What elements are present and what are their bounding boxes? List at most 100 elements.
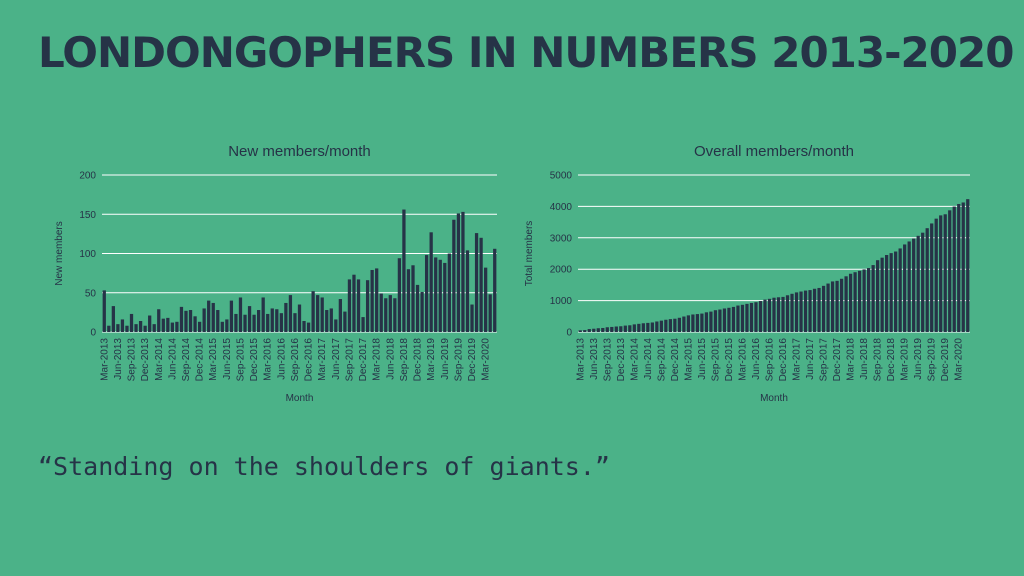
x-tick-label: Sep-2014 [656, 338, 667, 382]
bar [257, 310, 261, 332]
bar [420, 291, 424, 332]
x-tick-label: Mar-2019 [900, 338, 911, 381]
bar [866, 268, 871, 332]
bar [740, 304, 745, 332]
bar [234, 313, 238, 332]
x-tick-label: Mar-2016 [737, 338, 748, 381]
bar [134, 324, 138, 332]
bar [785, 295, 790, 332]
x-tick-label: Dec-2019 [467, 338, 478, 382]
bar [650, 322, 654, 332]
bar [179, 306, 184, 332]
bar [456, 213, 461, 332]
bar [338, 299, 342, 332]
bar [116, 324, 120, 332]
bar [211, 302, 215, 332]
bar [279, 313, 283, 332]
bar [691, 314, 695, 332]
bar [347, 279, 352, 332]
bar [434, 257, 438, 332]
bar [812, 288, 817, 332]
bar [261, 297, 265, 332]
x-tick-label: Dec-2019 [940, 338, 951, 382]
bar [592, 328, 596, 332]
x-tick-label: Mar-2018 [846, 338, 857, 381]
bar [197, 321, 202, 332]
bar [225, 319, 229, 332]
bar [772, 297, 776, 332]
bar [776, 297, 781, 332]
bar [700, 313, 704, 332]
x-tick-label: Dec-2016 [778, 338, 789, 382]
bar [493, 248, 497, 332]
bar [745, 303, 749, 332]
bar [138, 321, 143, 332]
bar [188, 310, 193, 332]
bar [193, 316, 197, 332]
bar [916, 235, 920, 332]
slide-title: LondonGophers in numbers 2013-2020 [38, 28, 1014, 77]
x-tick-label: Sep-2018 [399, 338, 410, 382]
overall-members-chart: Overall members/month 0 1000 2000 3000 4000 50… [520, 135, 980, 410]
bar [107, 325, 111, 332]
y-tick-label: 0 [90, 328, 96, 339]
bar [821, 285, 826, 332]
bar [921, 232, 925, 332]
bar [957, 203, 961, 332]
x-tick-label: Sep-2017 [819, 338, 830, 382]
bar [619, 326, 623, 332]
bar [848, 273, 853, 332]
bar [632, 324, 636, 332]
bar [952, 206, 956, 332]
bar [452, 219, 456, 332]
x-tick-label: Jun-2018 [385, 338, 396, 380]
overall-members-chart-svg: Overall members/month 0 1000 2000 3000 4000 50… [524, 143, 970, 404]
bar [266, 313, 270, 332]
x-tick-label: Dec-2017 [832, 338, 843, 382]
x-axis-label: Month [286, 393, 314, 404]
x-tick-label: Jun-2013 [113, 338, 124, 380]
bar [247, 306, 252, 332]
bar [461, 211, 465, 332]
bar [170, 322, 175, 332]
bar [961, 202, 965, 332]
x-tick-label: Jun-2016 [276, 338, 287, 380]
x-tick-label: Dec-2016 [304, 338, 315, 382]
y-tick-label: 5000 [550, 171, 573, 182]
chart-title: Overall members/month [694, 143, 854, 160]
x-axis-label: Month [760, 393, 788, 404]
bar [157, 309, 161, 332]
bar [443, 262, 447, 332]
y-tick-label: 1000 [550, 296, 573, 307]
bar [424, 255, 429, 332]
bar [352, 274, 356, 332]
bar [484, 267, 488, 332]
bar [790, 293, 794, 332]
x-tick-label: Sep-2017 [344, 338, 355, 382]
x-tick-label: Mar-2020 [481, 338, 492, 381]
bar [682, 316, 686, 332]
x-tick-label: Mar-2013 [99, 338, 110, 381]
bar [718, 309, 722, 332]
bar [102, 290, 106, 332]
bar [365, 280, 370, 332]
bar [270, 308, 274, 332]
x-tick-label: Jun-2018 [859, 338, 870, 380]
bar [736, 305, 740, 332]
bar [148, 315, 152, 332]
bar [288, 295, 293, 332]
bar [311, 291, 315, 332]
bar [871, 265, 875, 332]
x-tick-label: Jun-2016 [751, 338, 762, 380]
bar [275, 309, 279, 332]
bar [853, 272, 857, 332]
bar [641, 323, 645, 332]
bar [628, 325, 632, 332]
x-tick-label: Jun-2015 [697, 338, 708, 380]
bar [334, 319, 338, 332]
bar [839, 278, 844, 332]
new-members-chart: New members/month 0 50 100 150 200 Mar-2013 Jun… [50, 135, 510, 410]
bar [966, 199, 970, 332]
bar [388, 295, 392, 332]
